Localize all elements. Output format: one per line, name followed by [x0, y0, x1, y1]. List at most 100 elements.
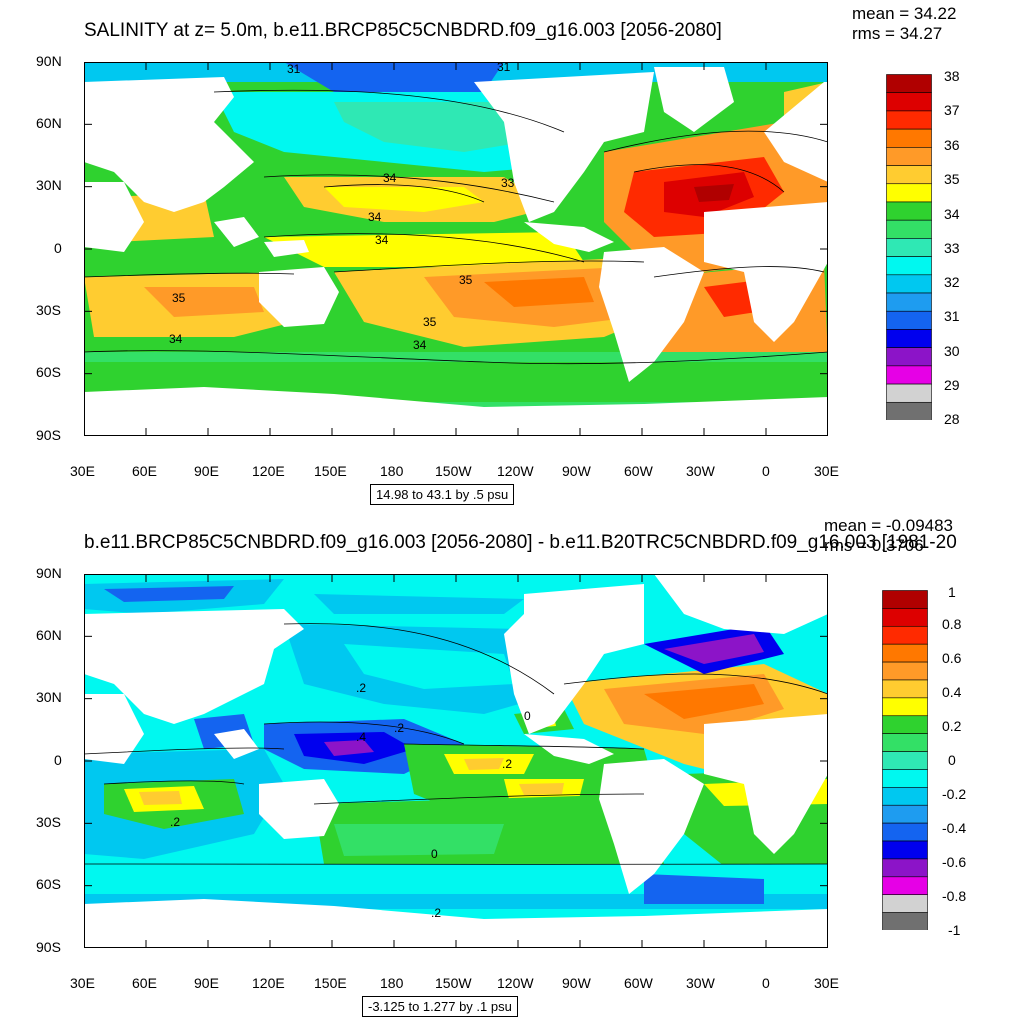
lon-label: 90E	[194, 975, 219, 991]
colorbar-swatch	[886, 92, 932, 112]
colorbar-swatch	[886, 128, 932, 148]
contour-label: 33	[501, 176, 515, 190]
lon-label: 150E	[314, 463, 347, 479]
contour-label: 31	[497, 62, 511, 74]
lon-label: 60W	[624, 463, 653, 479]
lon-label: 30E	[70, 975, 95, 991]
contour-label: 0	[431, 847, 438, 861]
contour-label: .2	[431, 906, 441, 920]
lon-label: 180	[380, 975, 404, 991]
colorbar-label: 38	[944, 68, 960, 84]
colorbar-swatch	[882, 733, 928, 752]
colorbar-swatch	[882, 822, 928, 842]
lat-label: 60S	[36, 364, 61, 380]
lon-label: 60E	[132, 463, 157, 479]
contour-range-label: 14.98 to 43.1 by .5 psu	[370, 484, 515, 505]
colorbar-swatch	[886, 183, 932, 203]
colorbar-label: 0.4	[942, 684, 962, 700]
lat-label: 30S	[36, 814, 61, 830]
colorbar-swatch	[886, 110, 932, 130]
lat-label: 90N	[36, 565, 62, 581]
colorbar-swatch	[886, 401, 932, 420]
colorbar-swatch	[886, 201, 932, 221]
contour-label: .2	[356, 681, 366, 695]
colorbar-swatch	[882, 590, 928, 609]
contour-label: .2	[394, 721, 404, 735]
lon-label: 30E	[70, 463, 95, 479]
colorbar-swatch	[882, 608, 928, 627]
colorbar-label: 37	[944, 102, 960, 118]
contour-range-label: -3.125 to 1.277 by .1 psu	[362, 996, 518, 1017]
colorbar-label: 1	[948, 584, 956, 600]
lon-label: 180	[380, 463, 404, 479]
lon-label: 0	[762, 463, 770, 479]
lat-label: 30N	[36, 177, 62, 193]
colorbar-swatch	[882, 912, 928, 930]
lat-label: 60N	[36, 627, 62, 643]
contour-label: 0	[524, 709, 531, 723]
colorbar-label: 28	[944, 411, 960, 427]
lon-label: 30E	[814, 463, 839, 479]
colorbar-label: 0.6	[942, 650, 962, 666]
colorbar-swatch	[882, 840, 928, 860]
lat-label: 0	[54, 752, 62, 768]
colorbar-swatch	[882, 769, 928, 788]
lat-label: 90S	[36, 939, 61, 955]
colorbar-swatch	[882, 804, 928, 824]
colorbar-swatch	[882, 751, 928, 770]
lon-label: 30E	[814, 975, 839, 991]
lon-label: 90W	[562, 463, 591, 479]
colorbar-label: 0	[948, 752, 956, 768]
mean-stat: mean = 34.22	[852, 4, 957, 23]
lat-label: 60S	[36, 876, 61, 892]
lon-label: 120E	[252, 975, 285, 991]
colorbar-swatch	[882, 697, 928, 717]
contour-label: 34	[368, 210, 382, 224]
lat-label: 90S	[36, 427, 61, 443]
colorbar-swatch	[882, 876, 928, 896]
colorbar-swatch	[886, 238, 932, 257]
colorbar	[882, 590, 928, 930]
salinity-map: 31 31 34 33 34 34 35 35 35 34 34	[84, 62, 828, 436]
lon-label: 0	[762, 975, 770, 991]
colorbar-swatch	[882, 894, 928, 913]
lat-label: 30N	[36, 689, 62, 705]
contour-label: 34	[383, 171, 397, 185]
colorbar-swatch	[882, 661, 928, 681]
contour-label: .2	[170, 815, 180, 829]
colorbar-swatch	[882, 858, 928, 878]
colorbar-label: -0.6	[942, 854, 967, 870]
contour-label: .4	[356, 730, 366, 744]
colorbar-swatch	[886, 383, 932, 403]
plot-title: b.e11.BRCP85C5CNBDRD.f09_g16.003 [2056-2…	[84, 532, 957, 553]
lon-label: 120W	[497, 463, 534, 479]
lon-label: 150W	[435, 463, 472, 479]
colorbar-swatch	[886, 292, 932, 312]
lon-label: 60E	[132, 975, 157, 991]
contour-label: 31	[287, 62, 301, 76]
lat-label: 90N	[36, 53, 62, 69]
contour-label: 34	[375, 233, 389, 247]
colorbar-swatch	[882, 643, 928, 663]
colorbar-label: 0.8	[942, 616, 962, 632]
salinity-panel: SALINITY at z= 5.0m, b.e11.BRCP85C5CNBDR…	[36, 4, 960, 505]
lon-label: 120E	[252, 463, 285, 479]
salinity-difference-panel: b.e11.BRCP85C5CNBDRD.f09_g16.003 [2056-2…	[0, 512, 1024, 1024]
contour-label: 35	[423, 315, 437, 329]
lon-label: 30W	[686, 975, 715, 991]
rms-stat: rms = 0.3706	[824, 536, 924, 555]
colorbar-label: -0.2	[942, 786, 967, 802]
colorbar-swatch	[886, 365, 932, 385]
lon-label: 60W	[624, 975, 653, 991]
contour-label: 34	[413, 338, 427, 352]
contour-label: 35	[459, 273, 473, 287]
rms-stat: rms = 34.27	[852, 24, 943, 43]
colorbar-swatch	[882, 625, 928, 645]
colorbar-label: 36	[944, 137, 960, 153]
lon-label: 90W	[562, 975, 591, 991]
colorbar-swatch	[886, 74, 932, 94]
lon-label: 120W	[497, 975, 534, 991]
lon-label: 150W	[435, 975, 472, 991]
mean-stat: mean = -0.09483	[824, 516, 954, 535]
colorbar-label: 29	[944, 377, 960, 393]
